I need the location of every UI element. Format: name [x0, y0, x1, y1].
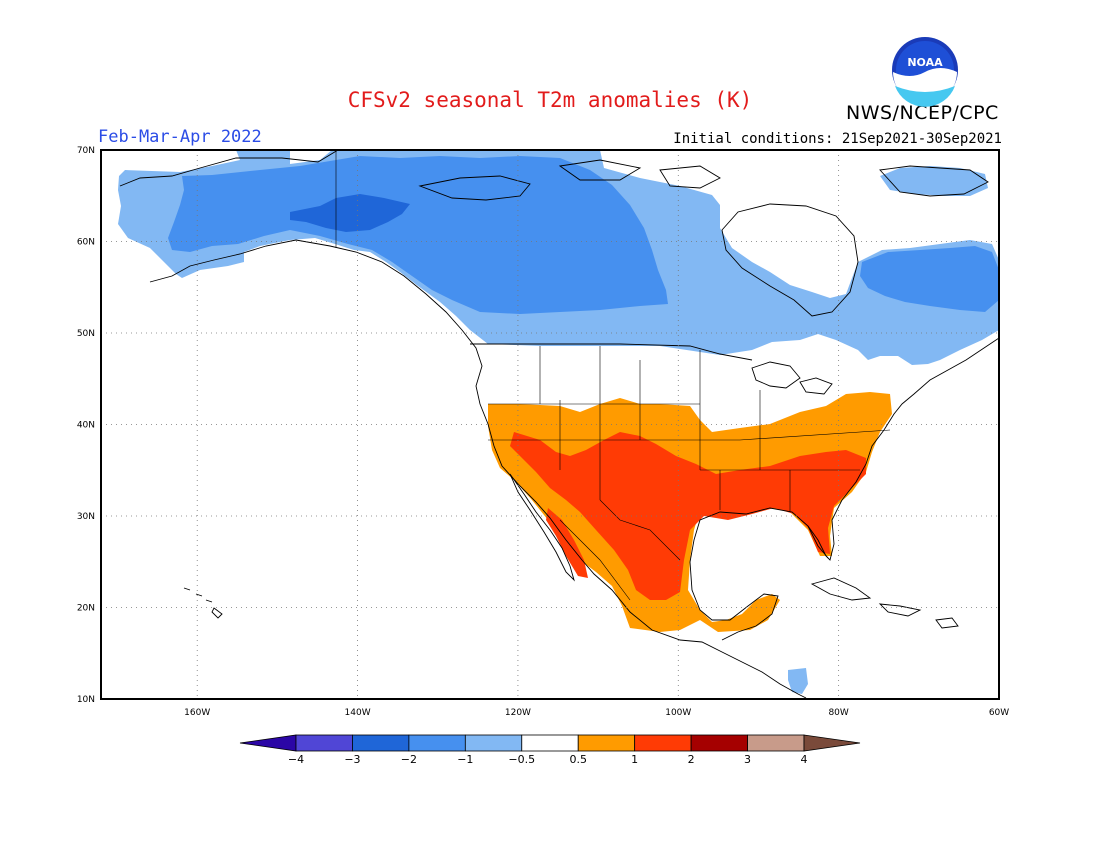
anomaly-region-quebec-cold [860, 246, 999, 312]
lon-tick-label: 120W [505, 708, 531, 718]
anomaly-region-central-america-cold-spot [788, 668, 808, 694]
organization-label: NWS/NCEP/CPC [846, 102, 999, 124]
anomaly-region-us-south-central-warm [510, 432, 866, 600]
colorbar-tick-label: 1 [631, 753, 638, 766]
anomaly-region-arctic-cold [880, 166, 988, 196]
colorbar-max-arrow [803, 734, 861, 752]
anomaly-region-baja-warm [546, 508, 588, 578]
longitude-tick-labels: 160W 140W 120W 100W 80W 60W [184, 708, 1009, 718]
colorbar-segment [295, 734, 353, 752]
colorbar-tick-label: 4 [801, 753, 808, 766]
lat-tick-label: 70N [77, 146, 95, 156]
state-borders [335, 150, 891, 601]
colorbar-tick-label: −0.5 [508, 753, 535, 766]
lon-tick-label: 80W [828, 708, 848, 718]
lat-tick-label: 60N [77, 238, 95, 248]
colorbar-segment [464, 734, 523, 752]
colorbar-tick-label: −1 [457, 753, 473, 766]
initial-conditions-label: Initial conditions: 21Sep2021-30Sep2021 [673, 131, 1002, 147]
latitude-tick-labels: 10N 20N 30N 40N 50N 60N 70N [77, 146, 95, 705]
anomaly-region-canada-core-cold [168, 156, 668, 314]
colorbar-segment [408, 734, 466, 752]
lon-tick-label: 100W [665, 708, 691, 718]
colorbar-tick-label: 2 [688, 753, 695, 766]
colorbar-segment [352, 734, 410, 752]
lat-tick-label: 30N [77, 512, 95, 522]
colorbar-segment [521, 734, 579, 752]
lon-tick-label: 160W [184, 708, 210, 718]
colorbar: −4 −3 −2 −1 −0.5 0.5 1 2 3 4 [239, 734, 861, 766]
lon-tick-label: 140W [345, 708, 371, 718]
coastlines [119, 149, 1000, 699]
anomaly-region-yukon-cold-core [290, 194, 410, 232]
colorbar-segment [690, 734, 748, 752]
colorbar-segment [634, 734, 692, 752]
lat-tick-label: 40N [77, 421, 95, 431]
lat-tick-label: 20N [77, 604, 95, 614]
colorbar-tick-label: 0.5 [569, 753, 587, 766]
lon-tick-label: 60W [989, 708, 1009, 718]
colorbar-tick-label: 3 [744, 753, 751, 766]
lat-tick-label: 50N [77, 329, 95, 339]
colorbar-tick-label: −4 [288, 753, 304, 766]
map-frame [100, 149, 1000, 700]
chart-title: CFSv2 seasonal T2m anomalies (K) [347, 88, 753, 112]
season-label: Feb-Mar-Apr 2022 [98, 127, 262, 147]
colorbar-min-arrow [239, 734, 297, 752]
noaa-logo: NOAA [892, 37, 958, 107]
lat-tick-label: 10N [77, 695, 95, 705]
colorbar-segment [747, 734, 805, 752]
logo-text: NOAA [907, 56, 943, 69]
colorbar-segment [577, 734, 636, 752]
colorbar-tick-label: −3 [344, 753, 360, 766]
colorbar-tick-label: −2 [401, 753, 417, 766]
